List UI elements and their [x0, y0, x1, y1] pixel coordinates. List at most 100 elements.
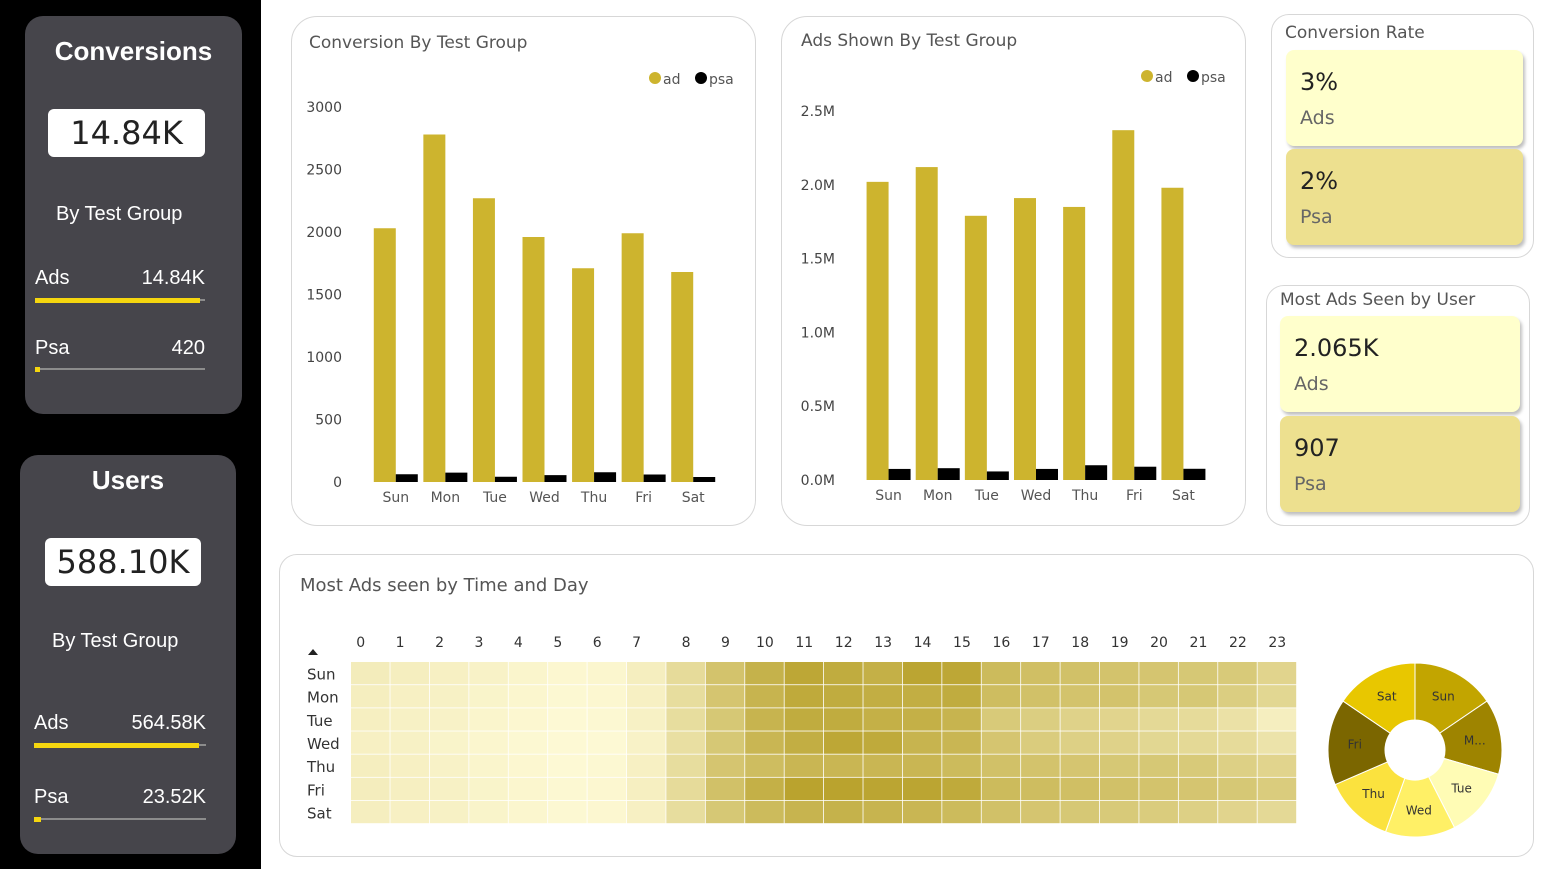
conversion-rate-title: Conversion Rate: [1285, 23, 1425, 43]
heatmap-cell: [626, 754, 666, 777]
heatmap-cell: [1021, 777, 1060, 801]
hour-label: 2: [435, 635, 444, 651]
heatmap-cell: [351, 777, 390, 801]
heatmap-cell: [548, 685, 587, 708]
heatmap-cell: [1060, 777, 1100, 801]
heatmap-cell: [508, 662, 548, 685]
x-tick-label: Thu: [1071, 488, 1098, 504]
x-tick-label: Mon: [431, 490, 461, 506]
x-tick-label: Sun: [382, 490, 409, 506]
hour-label: 1: [396, 635, 405, 651]
most-ads-user-ads-tile: 2.065K Ads: [1280, 316, 1520, 412]
conversion-rate-ads-value: 3%: [1300, 68, 1339, 96]
bar-ad: [621, 233, 644, 482]
heatmap-cell: [1060, 754, 1100, 777]
bar-psa: [1183, 468, 1206, 480]
heatmap-cell: [1099, 754, 1139, 777]
bar-ad: [522, 237, 545, 482]
legend-psa-marker: [695, 72, 707, 84]
heatmap-cell: [1218, 777, 1257, 801]
hour-label: 21: [1190, 635, 1208, 651]
heatmap-cell: [981, 800, 1021, 824]
conversion-rate-psa-value: 2%: [1300, 167, 1339, 195]
bar-psa: [445, 472, 468, 482]
heatmap-cell: [1257, 662, 1297, 685]
ads-shown-chart-title: Ads Shown By Test Group: [801, 31, 1018, 51]
y-tick-label: 500: [315, 413, 342, 429]
heatmap-cell: [1218, 731, 1257, 754]
legend-ad-marker: [1141, 70, 1153, 82]
donut-label: Sat: [1377, 690, 1397, 704]
conversion-rate-ads-label: Ads: [1300, 107, 1335, 129]
heatmap-cell: [626, 777, 666, 801]
bar-ad: [1063, 206, 1086, 480]
hour-label: 16: [992, 635, 1010, 651]
bar-psa: [1085, 465, 1108, 480]
bar-psa: [693, 477, 716, 482]
heatmap-cell: [1099, 708, 1139, 731]
heatmap-cell: [548, 777, 587, 801]
bar-psa: [544, 475, 567, 482]
conversion-rate-psa-label: Psa: [1300, 206, 1333, 228]
hour-label: 6: [593, 635, 602, 651]
x-tick-label: Wed: [1021, 488, 1052, 504]
y-tick-label: 1500: [306, 288, 342, 304]
heatmap-cell: [1099, 731, 1139, 754]
hour-label: 19: [1111, 635, 1129, 651]
heatmap-cell: [469, 777, 508, 801]
heatmap-cell: [587, 800, 627, 824]
heatmap-cell: [784, 800, 824, 824]
heatmap-cell: [508, 754, 548, 777]
heatmap-cell: [666, 685, 705, 708]
heatmap-cell: [705, 777, 745, 801]
hour-label: 10: [756, 635, 774, 651]
bar-psa: [1134, 466, 1157, 480]
bar-psa: [594, 472, 617, 482]
conversions-subtitle: By Test Group: [56, 203, 183, 225]
bar-ad: [472, 198, 495, 482]
bar-ad: [572, 268, 595, 482]
users-title: Users: [91, 465, 165, 495]
x-tick-label: Fri: [635, 490, 652, 506]
day-label: Fri: [307, 781, 325, 799]
heatmap-cell: [666, 731, 705, 754]
heatmap-cell: [1139, 708, 1178, 731]
heatmap-cell: [666, 777, 705, 801]
heatmap-cell: [1178, 777, 1218, 801]
heatmap-cell: [390, 777, 430, 801]
heatmap-cell: [1139, 777, 1178, 801]
heatmap-cell: [1099, 662, 1139, 685]
day-label: Wed: [307, 735, 340, 753]
heatmap-cell: [705, 685, 745, 708]
heatmap-cell: [587, 708, 627, 731]
donut-label: Sun: [1432, 690, 1455, 704]
heatmap-cell: [1060, 800, 1100, 824]
conversions-psa-row: Psa 420: [35, 337, 205, 360]
heatmap-cell: [1218, 685, 1257, 708]
heatmap-cell: [626, 662, 666, 685]
heatmap-cell: [1178, 685, 1218, 708]
legend-ad-label: ad: [663, 72, 680, 88]
hour-label: 20: [1150, 635, 1168, 651]
heatmap-cell: [548, 754, 587, 777]
y-tick-label: 0: [333, 475, 342, 491]
heatmap-cell: [863, 685, 903, 708]
heatmap-cell: [548, 731, 587, 754]
most-ads-user-title: Most Ads Seen by User: [1280, 290, 1476, 310]
hour-label: 14: [914, 635, 932, 651]
heatmap-cell: [587, 731, 627, 754]
heatmap-cell: [1257, 685, 1297, 708]
heatmap-cell: [429, 708, 469, 731]
heatmap-cell: [1021, 708, 1060, 731]
heatmap-cell: [1178, 731, 1218, 754]
kpi-bar-fill: [34, 743, 200, 748]
heatmap-cell: [1099, 685, 1139, 708]
heatmap-cell: [902, 800, 942, 824]
heatmap-cell: [1257, 754, 1297, 777]
heatmap-cell: [508, 777, 548, 801]
heatmap-cell: [1139, 754, 1178, 777]
heatmap-cell: [587, 685, 627, 708]
heatmap-cell: [942, 662, 981, 685]
heatmap-cell: [745, 777, 784, 801]
hour-label: 0: [356, 635, 365, 651]
